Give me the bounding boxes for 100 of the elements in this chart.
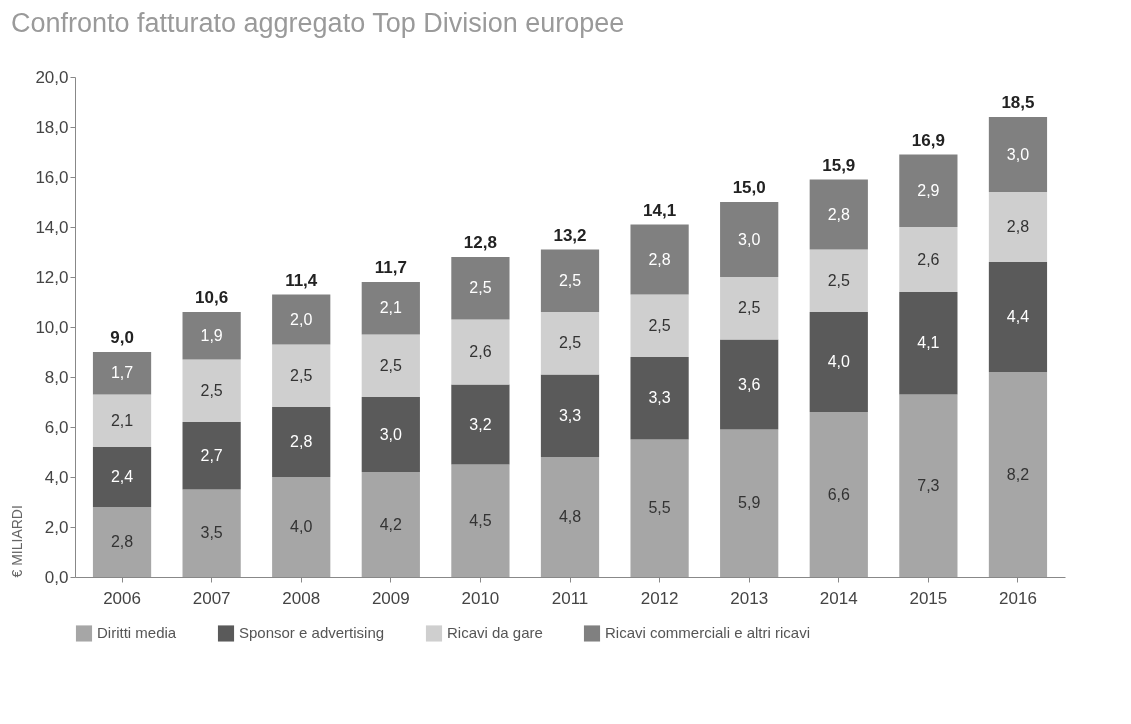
- data-label: 2,5: [469, 279, 492, 297]
- x-tick-label: 2010: [461, 588, 500, 608]
- bar: [272, 294, 331, 345]
- x-tick-label: 2013: [730, 588, 769, 608]
- bar: [92, 352, 152, 395]
- data-label: 2,5: [290, 366, 313, 384]
- total-label: 15,0: [732, 178, 766, 197]
- x-tick-label: 2007: [192, 588, 231, 608]
- data-label: 3,2: [469, 415, 492, 433]
- bar: [451, 384, 510, 465]
- bar: [720, 277, 779, 340]
- data-label: 4,0: [290, 518, 313, 535]
- bar: [630, 439, 689, 577]
- data-label: 1,7: [110, 364, 134, 382]
- bar: [451, 319, 510, 385]
- x-tick-label: 2015: [909, 588, 948, 608]
- data-label: 4,2: [379, 515, 403, 533]
- data-label: 3,0: [379, 425, 403, 443]
- data-label: 1,9: [200, 326, 223, 344]
- x-tick-label: 2011: [551, 588, 589, 608]
- data-label: 7,3: [917, 476, 940, 494]
- data-label: 2,0: [290, 310, 313, 328]
- y-tick-label: 6,0: [44, 417, 69, 437]
- bar: [720, 202, 779, 277]
- y-tick-label: 14,0: [35, 217, 69, 237]
- bar: [899, 394, 958, 577]
- x-tick-label: 2014: [819, 588, 858, 608]
- y-tick-label: 12,0: [35, 267, 69, 287]
- bar: [630, 294, 689, 357]
- chart-title: Confronto fatturato aggregato Top Division europee: [10, 8, 625, 38]
- legend-label: Diritti media: [97, 624, 177, 642]
- data-label: 4,0: [827, 353, 850, 370]
- data-label: 2,7: [200, 446, 223, 464]
- data-label: 3,3: [648, 389, 671, 407]
- bar: [182, 489, 241, 577]
- data-label: 5,5: [648, 499, 671, 517]
- bar: [540, 374, 600, 457]
- bar: [988, 192, 1048, 262]
- data-label: 2,4: [110, 468, 134, 485]
- bar: [720, 339, 779, 430]
- total-label: 9,0: [110, 328, 134, 347]
- total-label: 12,8: [463, 233, 497, 252]
- bar: [809, 312, 868, 412]
- y-tick-label: 2,0: [44, 517, 69, 537]
- data-label: 2,6: [469, 343, 492, 360]
- data-label: 2,8: [290, 433, 313, 450]
- data-label: 2,1: [110, 411, 134, 429]
- bar: [361, 334, 420, 397]
- bar: [809, 412, 868, 577]
- bar: [630, 357, 689, 440]
- y-tick-label: 16,0: [35, 167, 69, 187]
- bar: [720, 429, 779, 577]
- legend-label: Ricavi commerciali e altri ricavi: [605, 624, 811, 642]
- y-tick-label: 18,0: [35, 117, 69, 137]
- data-label: 2,5: [648, 316, 671, 334]
- data-label: 3,3: [558, 406, 582, 424]
- data-label: 2,5: [379, 356, 403, 374]
- total-label: 10,6: [195, 288, 229, 307]
- data-label: 3,6: [738, 375, 761, 393]
- total-label: 11,7: [374, 258, 407, 277]
- bar: [361, 397, 420, 472]
- bar: [540, 249, 600, 312]
- data-label: 2,8: [110, 533, 134, 550]
- bar: [630, 224, 689, 295]
- y-tick-label: 10,0: [35, 317, 69, 337]
- total-label: 13,2: [553, 225, 587, 245]
- bar: [451, 257, 510, 320]
- bar: [182, 312, 241, 360]
- data-label: 4,5: [469, 511, 492, 529]
- bar: [272, 477, 331, 577]
- data-label: 2,5: [558, 271, 582, 289]
- data-label: 2,6: [917, 250, 940, 268]
- bar: [809, 249, 868, 312]
- data-label: 4,4: [1006, 308, 1030, 325]
- data-label: 2,1: [379, 299, 403, 317]
- data-label: 4,1: [917, 334, 940, 352]
- bar: [92, 507, 152, 577]
- bar: [899, 227, 958, 292]
- data-label: 5,9: [738, 494, 761, 512]
- bar: [899, 292, 958, 395]
- data-label: 2,8: [1006, 218, 1030, 235]
- data-label: 2,8: [827, 205, 850, 223]
- bar: [361, 472, 420, 577]
- bar: [272, 344, 331, 407]
- bar: [540, 457, 600, 577]
- data-label: 3,0: [1006, 145, 1030, 163]
- total-label: 18,5: [1001, 93, 1035, 112]
- data-label: 3,5: [200, 524, 223, 542]
- data-label: 2,5: [558, 334, 582, 352]
- x-tick-label: 2008: [282, 588, 321, 608]
- y-tick-label: 8,0: [44, 367, 69, 387]
- data-label: 2,9: [917, 181, 940, 199]
- data-label: 4,8: [558, 508, 582, 525]
- bar: [988, 262, 1048, 372]
- bar: [540, 312, 600, 375]
- data-label: 2,5: [827, 271, 850, 289]
- total-label: 16,9: [911, 130, 945, 150]
- total-label: 15,9: [822, 155, 856, 175]
- data-label: 6,6: [827, 485, 850, 503]
- bar: [899, 154, 958, 227]
